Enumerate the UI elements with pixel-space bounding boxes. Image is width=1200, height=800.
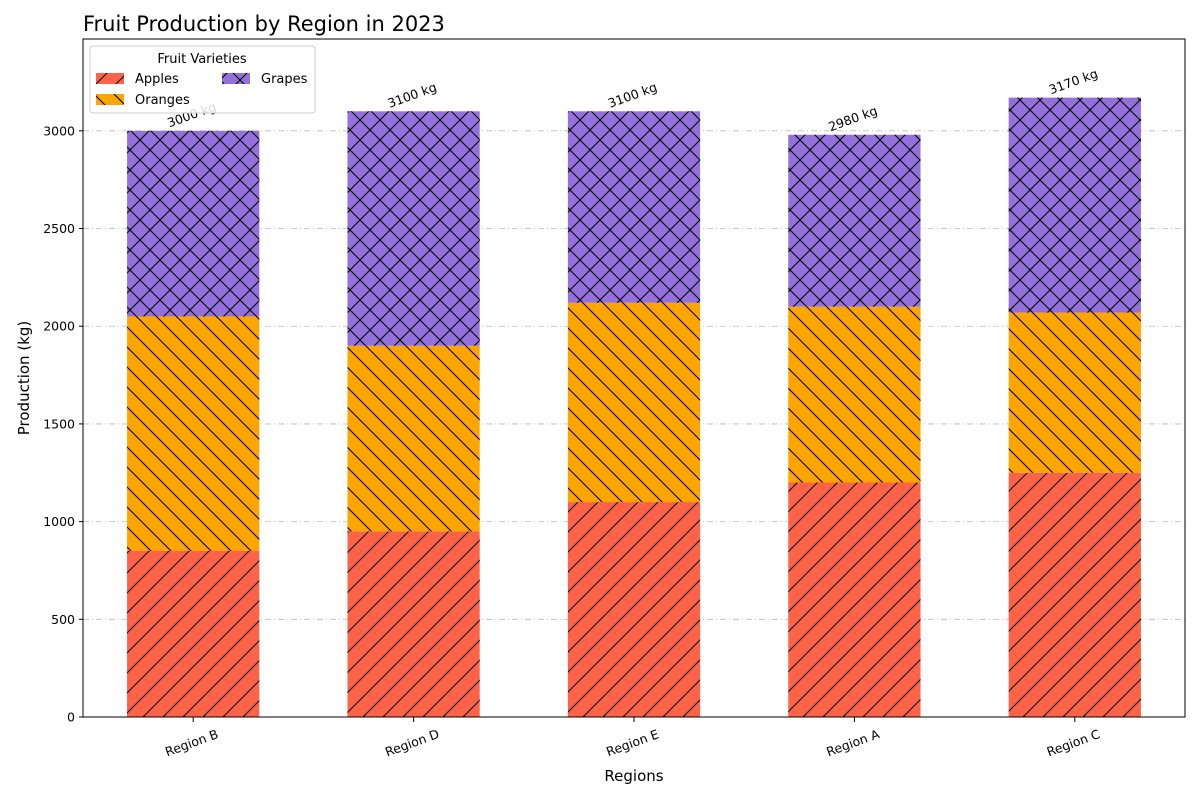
bar-hatch [1008,472,1141,717]
bar-hatch [567,111,701,303]
bar-hatch [1008,97,1141,313]
legend-swatch-hatch [96,94,124,105]
y-tick-label: 1500 [43,416,75,431]
x-tick-label: Region E [604,726,661,759]
bar-grapes-region-d [347,111,480,346]
total-label: 3170 kg [1047,66,1100,98]
total-label: 3100 kg [386,79,439,111]
legend-label: Oranges [135,93,190,108]
legend-frame [89,45,316,114]
y-tick-label: 3000 [43,123,75,138]
bar-apples-region-a [788,482,921,717]
bar-oranges-region-c [1008,312,1141,473]
y-tick-label: 500 [51,612,75,627]
x-tick-label: Region D [383,726,441,759]
legend-label: Grapes [261,72,308,87]
bar-hatch [347,111,480,346]
bar-hatch [567,302,701,503]
bar-hatch [788,482,921,717]
bar-apples-region-c [1008,472,1141,717]
legend-swatch-hatch [222,73,250,84]
bar-grapes-region-e [567,111,701,303]
y-tick-label: 2000 [43,319,75,334]
bar-hatch [127,550,260,717]
x-tick-label: Region B [163,726,220,759]
bar-oranges-region-d [347,345,480,532]
legend-swatch-hatch [96,73,124,84]
y-tick-label: 2500 [43,221,75,236]
bar-oranges-region-a [788,306,921,483]
y-axis-label: Production (kg) [15,321,33,436]
bar-hatch [1008,312,1141,473]
legend-item-grapes: Grapes [222,72,308,87]
bar-hatch [567,502,701,717]
bar-apples-region-d [347,531,480,717]
bar-grapes-region-a [788,134,921,307]
bar-hatch [347,531,480,717]
x-tick-label: Region C [1045,726,1103,759]
bar-oranges-region-b [127,316,260,551]
y-axis: 0 500 1000 1500 2000 2500 3000 [43,123,83,725]
x-axis: Region B Region D Region E Region A Region C [163,717,1102,759]
legend-label: Apples [135,72,179,87]
legend-item-oranges: Oranges [96,93,190,108]
bar-oranges-region-e [567,302,701,503]
legend: Fruit Varieties Apples Oranges Grapes [89,45,316,114]
x-tick-label: Region A [824,726,882,759]
bar-hatch [347,345,480,532]
bar-hatch [788,134,921,307]
x-axis-label: Regions [604,767,663,785]
bars [127,97,1141,717]
bar-apples-region-b [127,550,260,717]
bar-grapes-region-c [1008,97,1141,313]
y-tick-label: 1000 [43,514,75,529]
y-tick-label: 0 [67,710,75,725]
total-label: 3100 kg [606,79,659,111]
chart-title: Fruit Production by Region in 2023 [83,12,445,36]
bar-apples-region-e [567,502,701,717]
bar-hatch [127,316,260,551]
total-label: 2980 kg [826,103,879,135]
bar-hatch [788,306,921,483]
legend-title: Fruit Varieties [157,52,246,67]
legend-item-apples: Apples [96,72,179,87]
bar-hatch [127,130,260,317]
bar-grapes-region-b [127,130,260,317]
